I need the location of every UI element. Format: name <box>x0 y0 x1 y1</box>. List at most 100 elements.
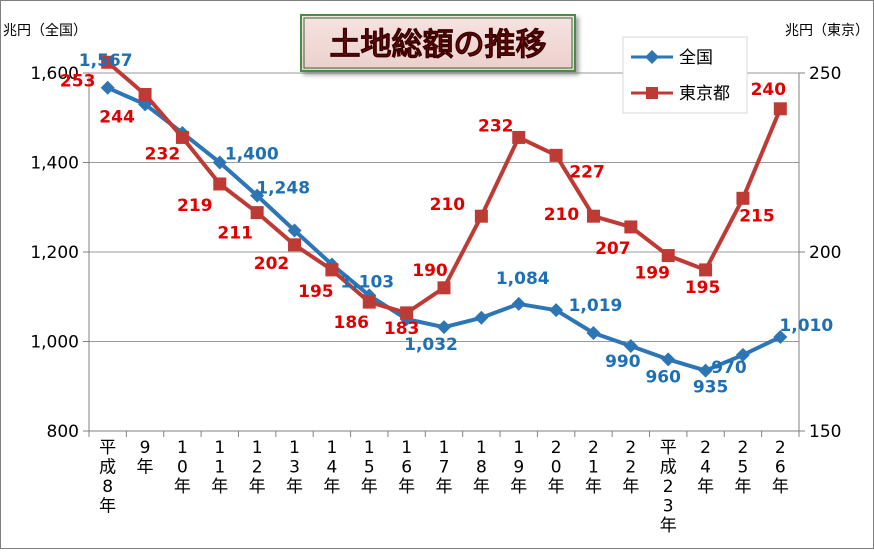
data-label-national: 1,032 <box>404 335 458 355</box>
left-tick-label: 1,200 <box>30 243 79 263</box>
data-point-square <box>400 306 414 320</box>
data-label-tokyo: 232 <box>145 144 181 164</box>
data-point-square <box>101 55 115 69</box>
left-tick-label: 1,000 <box>30 333 79 353</box>
data-point-diamond <box>250 188 265 203</box>
series-layer <box>100 55 788 378</box>
legend-square-marker <box>646 87 658 99</box>
data-label-tokyo: 219 <box>177 196 213 216</box>
data-label-tokyo: 195 <box>685 278 721 298</box>
data-label-tokyo: 195 <box>298 282 334 302</box>
x-tick-label: 平成 2 3 年 <box>660 438 677 536</box>
right-axis-unit: 兆円（東京） <box>785 23 869 39</box>
data-label-national: 1,248 <box>256 179 310 199</box>
data-point-square <box>699 263 713 277</box>
data-point-diamond <box>474 310 489 325</box>
data-label-national: 1,103 <box>340 272 394 292</box>
axes: 800 1,000 1,200 1,400 1,600 150 200 250 平成 8 年 9 年 1 0… <box>30 64 841 536</box>
data-point-square <box>250 206 264 220</box>
data-label-tokyo: 244 <box>99 107 135 127</box>
data-point-diamond <box>511 296 526 311</box>
right-tick-label: 250 <box>809 64 841 84</box>
data-point-diamond <box>212 155 227 170</box>
right-tick-label: 200 <box>809 243 841 263</box>
data-point-square <box>474 209 488 223</box>
data-point-diamond <box>586 325 601 340</box>
data-point-square <box>661 249 675 263</box>
data-label-tokyo: 210 <box>544 205 580 225</box>
data-point-square <box>624 220 638 234</box>
right-tick-label: 150 <box>809 422 841 442</box>
data-point-diamond <box>623 338 638 353</box>
data-label-tokyo: 215 <box>739 206 775 226</box>
legend-label-national: 全国 <box>679 48 713 68</box>
data-point-diamond <box>698 363 713 378</box>
data-point-diamond <box>661 352 676 367</box>
data-label-tokyo: 207 <box>595 239 631 259</box>
data-point-square <box>175 130 189 144</box>
legend-label-tokyo: 東京都 <box>679 84 730 104</box>
data-point-square <box>288 238 302 252</box>
data-label-tokyo: 232 <box>478 116 514 136</box>
data-point-diamond <box>549 303 564 318</box>
data-label-tokyo: 210 <box>430 195 466 215</box>
data-point-square <box>586 209 600 223</box>
data-point-square <box>213 177 227 191</box>
data-label-national: 960 <box>645 367 681 387</box>
legend: 全国 東京都 <box>622 36 748 114</box>
data-label-tokyo: 202 <box>254 254 290 274</box>
x-tick-label: 平成 8 年 <box>99 438 116 517</box>
data-point-square <box>362 295 376 309</box>
data-label-tokyo: 227 <box>569 162 605 182</box>
left-axis-unit: 兆円（全国） <box>3 22 87 39</box>
data-label-national: 935 <box>693 378 729 398</box>
data-label-tokyo: 186 <box>334 313 370 333</box>
left-tick-label: 1,400 <box>30 154 79 174</box>
data-label-national: 990 <box>605 352 641 372</box>
data-label-tokyo: 211 <box>217 224 253 244</box>
data-point-diamond <box>735 347 750 362</box>
data-label-national: 1,010 <box>779 316 833 336</box>
data-label-tokyo: 240 <box>751 80 787 100</box>
data-label-tokyo: 199 <box>634 264 670 284</box>
data-point-square <box>325 263 339 277</box>
data-labels: 1,567 1,400 1,248 1,103 1,032 1,084 1,019 99096… <box>60 51 833 398</box>
left-tick-label: 1,600 <box>30 64 79 84</box>
chart-title-box: 土地総額の推移 <box>300 14 576 72</box>
data-point-diamond <box>100 80 115 95</box>
data-label-national: 970 <box>711 358 747 378</box>
data-point-square <box>437 281 451 295</box>
data-point-diamond <box>437 320 451 335</box>
data-point-square <box>512 130 526 144</box>
data-label-tokyo: 253 <box>60 71 96 91</box>
legend-diamond-marker <box>645 50 659 64</box>
data-label-national: 1,084 <box>496 269 550 289</box>
data-label-national: 1,400 <box>225 145 279 165</box>
data-point-square <box>736 191 750 205</box>
left-tick-label: 800 <box>47 422 79 442</box>
data-point-square <box>549 148 563 162</box>
data-point-diamond <box>287 223 302 238</box>
chart-title: 土地総額の推移 <box>330 27 547 63</box>
data-point-square <box>138 87 152 101</box>
data-label-tokyo: 190 <box>412 261 448 281</box>
data-label-national: 1,567 <box>79 51 133 71</box>
